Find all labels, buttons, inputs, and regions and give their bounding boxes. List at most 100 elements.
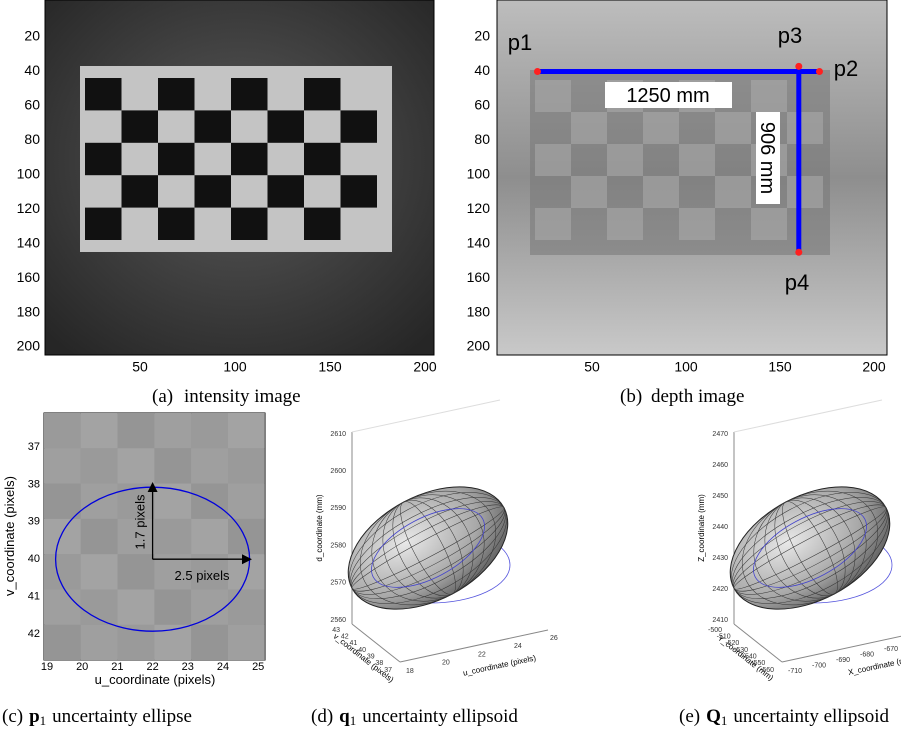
x-tick-label: 26 bbox=[550, 635, 558, 642]
caption-symbol: Q bbox=[706, 706, 721, 727]
y-tick-label: 42 bbox=[28, 628, 40, 640]
point-label: p2 bbox=[834, 56, 858, 81]
y-tick-label: 160 bbox=[467, 269, 491, 285]
y-tick-label: 20 bbox=[24, 28, 40, 44]
depth-square bbox=[535, 80, 571, 112]
axis bbox=[352, 400, 500, 432]
y-tick-label: 20 bbox=[474, 28, 490, 44]
y-tick-label: 80 bbox=[474, 131, 490, 147]
pixel bbox=[118, 413, 155, 448]
y-tick-label: 41 bbox=[28, 591, 40, 603]
ellipsoid bbox=[328, 462, 529, 635]
caption-text: uncertainty ellipsoid bbox=[733, 706, 889, 727]
z-tick-label: 2560 bbox=[330, 617, 346, 624]
z-tick-label: 2420 bbox=[712, 586, 728, 593]
x-axis-label: X_coordinate (mm) bbox=[847, 654, 901, 677]
caption-text: uncertainty ellipsoid bbox=[362, 706, 518, 727]
caption-label: (b) bbox=[620, 386, 642, 407]
y-tick-label: 60 bbox=[474, 97, 490, 113]
depth-square bbox=[643, 112, 679, 144]
y-tick-label: 80 bbox=[24, 131, 40, 147]
y-tick-label: 120 bbox=[467, 200, 491, 216]
y-tick-label: 37 bbox=[28, 441, 40, 453]
y-tick-label: 200 bbox=[17, 338, 41, 354]
caption-label: (e) bbox=[679, 706, 700, 727]
x-tick-label: 50 bbox=[132, 359, 148, 375]
x-tick-label: -710 bbox=[788, 668, 802, 675]
x-tick-label: 22 bbox=[478, 651, 486, 658]
z-tick-label: 2410 bbox=[712, 617, 728, 624]
pixel bbox=[228, 413, 265, 448]
y-axis-label: v_coordinate (pixels) bbox=[332, 632, 396, 685]
pixel bbox=[81, 519, 118, 554]
caption: (c)p1uncertainty ellipse bbox=[2, 706, 192, 728]
depth-square bbox=[571, 112, 607, 144]
caption-text: uncertainty ellipse bbox=[52, 706, 192, 727]
y-tick-label: 40 bbox=[28, 553, 40, 565]
caption-label: (d) bbox=[311, 706, 333, 727]
z-tick-label: 2450 bbox=[712, 493, 728, 500]
black-square bbox=[195, 175, 232, 207]
pixel bbox=[81, 554, 118, 589]
depth-square bbox=[679, 144, 715, 176]
depth-square bbox=[715, 176, 751, 208]
pixel bbox=[44, 625, 81, 660]
z-tick-label: 2440 bbox=[712, 524, 728, 531]
depth-square bbox=[535, 144, 571, 176]
pixel bbox=[191, 448, 228, 483]
x-tick-label: 18 bbox=[406, 668, 414, 675]
height-label: 906 mm bbox=[756, 122, 778, 194]
x-tick-label: 100 bbox=[674, 359, 698, 375]
black-square bbox=[158, 143, 195, 175]
black-square bbox=[268, 175, 305, 207]
pixel bbox=[191, 625, 228, 660]
y-tick-label: 60 bbox=[24, 97, 40, 113]
depth-square bbox=[535, 208, 571, 240]
black-square bbox=[268, 110, 305, 142]
x-tick-label: 20 bbox=[76, 661, 88, 673]
black-square bbox=[122, 175, 159, 207]
y-tick-label: 140 bbox=[467, 234, 491, 250]
black-square bbox=[158, 208, 195, 240]
pixel bbox=[228, 448, 265, 483]
y-axis-label: v_coordinate (pixels) bbox=[2, 476, 17, 596]
pixel bbox=[118, 590, 155, 625]
z-tick-label: 2470 bbox=[712, 431, 728, 438]
axis bbox=[734, 400, 882, 432]
y-tick-label: 200 bbox=[467, 338, 491, 354]
pixel bbox=[44, 448, 81, 483]
pixel bbox=[81, 625, 118, 660]
pixel bbox=[154, 519, 191, 554]
caption-label: (c) bbox=[2, 706, 23, 727]
pixel bbox=[228, 625, 265, 660]
caption-symbol: q bbox=[339, 706, 350, 727]
pixel bbox=[228, 484, 265, 519]
black-square bbox=[304, 78, 341, 110]
pixel bbox=[228, 519, 265, 554]
pixel bbox=[154, 448, 191, 483]
x-tick-label: 100 bbox=[223, 359, 247, 375]
black-square bbox=[341, 175, 378, 207]
caption-sub: 1 bbox=[721, 713, 728, 728]
z-tick-label: 2570 bbox=[330, 580, 346, 587]
x-tick-label: 150 bbox=[768, 359, 792, 375]
black-square bbox=[231, 143, 268, 175]
black-square bbox=[158, 78, 195, 110]
caption: intensity image bbox=[184, 386, 301, 407]
black-square bbox=[231, 78, 268, 110]
x-tick-label: 50 bbox=[584, 359, 600, 375]
corner-point bbox=[795, 249, 802, 256]
pixel bbox=[191, 519, 228, 554]
pixel bbox=[44, 484, 81, 519]
point-label: p4 bbox=[785, 270, 809, 295]
z-tick-label: 2590 bbox=[330, 505, 346, 512]
pixel bbox=[191, 413, 228, 448]
ellipsoid bbox=[710, 462, 901, 635]
black-square bbox=[85, 78, 122, 110]
caption-label: (a) bbox=[152, 386, 173, 407]
black-square bbox=[231, 208, 268, 240]
corner-point bbox=[795, 63, 802, 70]
ellipsoid-plot: 2470246024502440243024202410-500-510-520… bbox=[697, 400, 901, 683]
pixel bbox=[228, 590, 265, 625]
x-axis-label: u_coordinate (pixels) bbox=[95, 672, 216, 687]
